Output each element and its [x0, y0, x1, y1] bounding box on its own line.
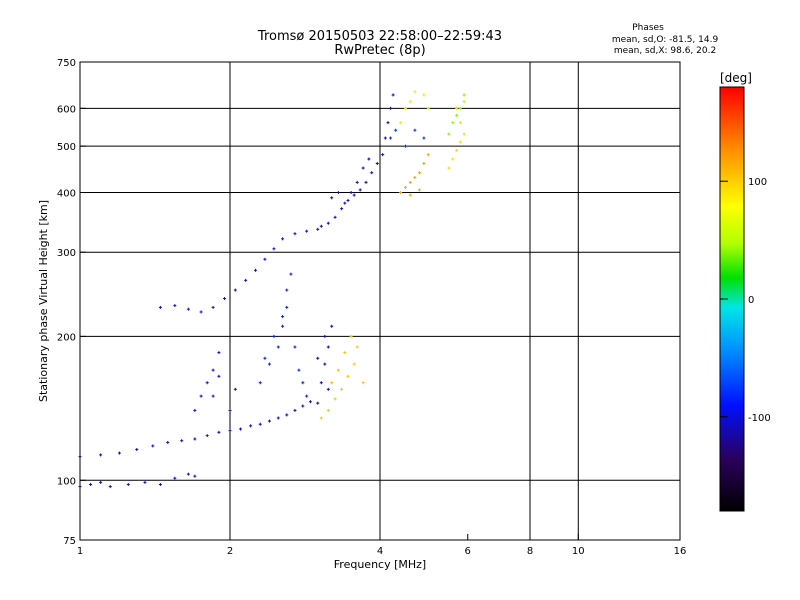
x-tick-label: 8 [527, 546, 533, 557]
stats-heading: Phases [632, 23, 664, 33]
colorbar-tick-label: 100 [748, 177, 767, 188]
x-tick-label: 1 [77, 546, 83, 557]
stats-o-line: mean, sd,O: -81.5, 14.9 [612, 35, 719, 45]
x-tick-labels: 1 2 4 6 8 10 16 [77, 534, 687, 557]
colorbar-ticks: 100 0 -100 [720, 177, 771, 424]
chart-subtitle: RwPretec (8p) [334, 43, 425, 58]
x-axis-label: Frequency [MHz] [334, 558, 426, 571]
stats-x-line: mean, sd,X: 98.6, 20.2 [614, 46, 716, 56]
x-tick-label: 4 [377, 546, 383, 557]
y-tick-label: 400 [57, 188, 76, 199]
y-tick-label: 600 [57, 104, 76, 115]
data-points [78, 90, 466, 489]
colorbar-label: [deg] [720, 71, 752, 85]
x-tick-label: 2 [227, 546, 233, 557]
y-tick-labels: 75 100 200 300 400 500 600 750 [57, 58, 86, 547]
y-tick-label: 750 [57, 58, 76, 69]
y-tick-label: 100 [57, 476, 76, 487]
colorbar-tick-label: 0 [748, 295, 754, 306]
chart-title: Tromsø 20150503 22:58:00–22:59:43 [257, 29, 502, 44]
y-tick-label: 75 [63, 536, 76, 547]
y-tick-label: 200 [57, 332, 76, 343]
x-tick-label: 16 [674, 546, 687, 557]
y-tick-label: 300 [57, 248, 76, 259]
grid-lines [80, 62, 680, 540]
y-axis-label: Stationary phase Virtual Height [km] [37, 200, 50, 402]
colorbar-tick-label: -100 [748, 413, 771, 424]
x-tick-label: 10 [572, 546, 585, 557]
y-tick-label: 500 [57, 142, 76, 153]
x-tick-label: 6 [465, 546, 471, 557]
